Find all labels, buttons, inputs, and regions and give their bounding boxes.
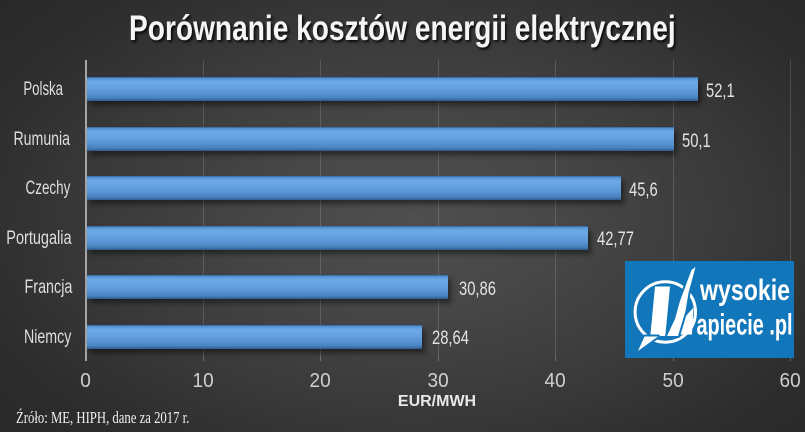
svg-text:apiecie .pl: apiecie .pl [697, 309, 793, 342]
svg-text:wysokie: wysokie [699, 274, 790, 307]
